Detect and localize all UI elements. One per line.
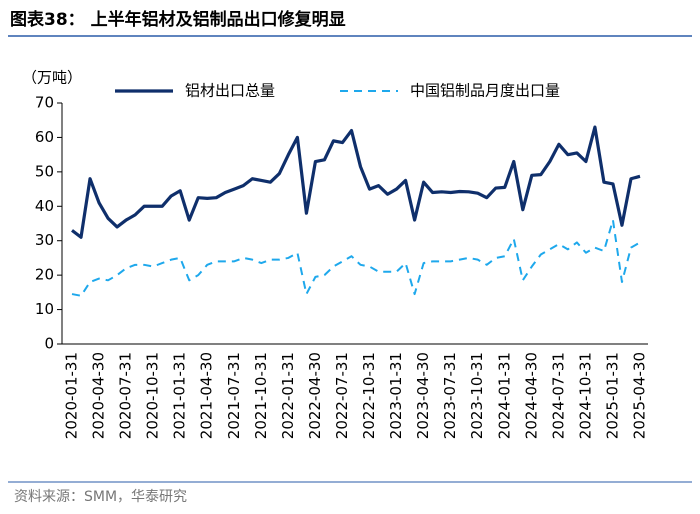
y-axis-label: （万吨） — [22, 69, 82, 87]
y-tick-label: 70 — [35, 94, 54, 112]
chart-title: 图表38： 上半年铝材及铝制品出口修复明显 — [10, 9, 346, 30]
x-tick-label: 2024-07-31 — [549, 352, 567, 439]
x-tick-label: 2022-10-31 — [360, 352, 378, 439]
x-tick-label: 2023-01-31 — [387, 352, 405, 439]
x-tick-label: 2021-01-31 — [171, 352, 189, 439]
x-tick-label: 2021-07-31 — [225, 352, 243, 439]
x-tick-label: 2020-10-31 — [144, 352, 162, 439]
series-line — [71, 125, 641, 239]
y-tick-label: 60 — [35, 128, 54, 146]
series-line — [71, 219, 641, 297]
y-tick-label: 50 — [35, 162, 54, 180]
x-tick-label: 2021-10-31 — [252, 352, 270, 439]
x-tick-label: 2022-04-30 — [306, 352, 324, 439]
x-tick-label: 2021-04-30 — [198, 352, 216, 439]
x-tick-label: 2020-07-31 — [117, 352, 135, 439]
legend-label: 中国铝制品月度出口量 — [410, 82, 560, 100]
x-tick-label: 2020-04-30 — [90, 352, 108, 439]
y-tick-label: 40 — [35, 197, 54, 215]
x-tick-label: 2024-10-31 — [576, 352, 594, 439]
source: 资料来源：SMM，华泰研究 — [14, 489, 187, 505]
x-tick-label: 2024-01-31 — [495, 352, 513, 439]
legend-label: 铝材出口总量 — [185, 82, 275, 100]
x-tick-label: 2020-01-31 — [63, 352, 81, 439]
x-tick-label: 2022-01-31 — [279, 352, 297, 439]
y-tick-label: 30 — [35, 231, 54, 249]
y-tick-label: 10 — [35, 300, 54, 318]
x-tick-label: 2023-07-31 — [441, 352, 459, 439]
y-tick-label: 20 — [35, 266, 54, 284]
x-tick-label: 2023-04-30 — [414, 352, 432, 439]
x-tick-label: 2024-04-30 — [522, 352, 540, 439]
y-tick-label: 0 — [44, 335, 54, 353]
x-tick-label: 2025-04-30 — [631, 352, 649, 439]
x-tick-label: 2022-07-31 — [333, 352, 351, 439]
x-tick-label: 2023-10-31 — [468, 352, 486, 439]
x-tick-label: 2025-01-31 — [603, 352, 621, 439]
